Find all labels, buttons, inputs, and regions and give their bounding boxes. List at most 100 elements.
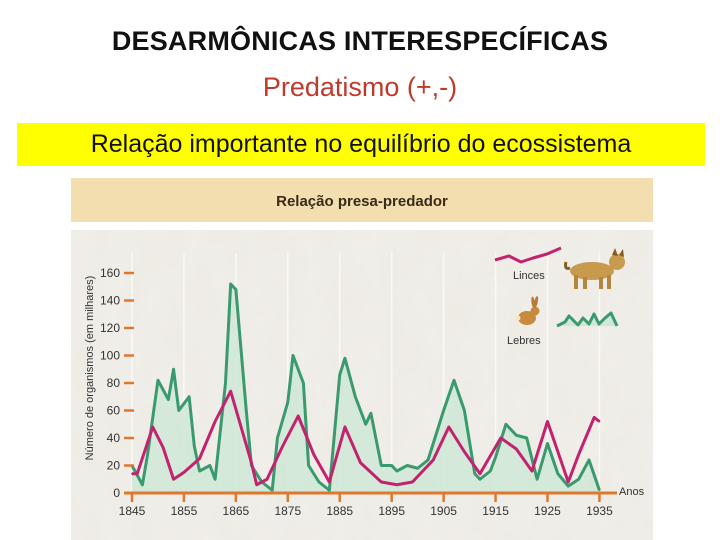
slide-title: DESARMÔNICAS INTERESPECÍFICAS [111, 26, 609, 56]
hare-icon [515, 296, 540, 325]
y-tick-label: 160 [100, 266, 120, 280]
hare-data-point [354, 395, 357, 398]
hare-data-point [364, 423, 367, 426]
lynx-data-point [447, 426, 450, 428]
hare-data-point [307, 464, 310, 467]
lynx-data-point [411, 481, 414, 483]
x-tick-label: 1885 [326, 504, 353, 518]
x-tick-label: 1935 [586, 504, 613, 518]
hare-data-point [427, 459, 429, 461]
hare-data-point [494, 456, 497, 459]
hare-data-point [141, 483, 144, 486]
lynx-data-point [172, 478, 175, 481]
y-tick-label: 0 [113, 486, 120, 500]
hare-data-point [556, 472, 559, 475]
hare-data-point [245, 409, 248, 412]
x-tick-label: 1855 [171, 504, 198, 518]
hare-data-point [338, 373, 341, 376]
legend-lynx-swatch [494, 246, 562, 264]
hare-data-point [390, 464, 393, 467]
y-tick-label: 80 [107, 376, 121, 390]
hare-data-point [193, 445, 196, 448]
hare-data-point [515, 434, 518, 437]
lynx-data-point [281, 445, 284, 448]
hare-data-point [292, 354, 294, 357]
lynx-data-point [432, 459, 435, 461]
y-tick-label: 140 [100, 294, 120, 308]
hare-data-point [214, 478, 216, 481]
lynx-data-point [297, 415, 300, 417]
lynx-data-point [229, 390, 232, 393]
hare-data-point [286, 401, 289, 404]
chart-title: Relação presa-predador [276, 193, 448, 210]
x-tick-label: 1845 [119, 504, 146, 518]
hare-series-line [130, 282, 601, 492]
y-axis-label: Número de organismos (em milhares) [84, 276, 96, 461]
legend-lynx-label: Linces [513, 270, 545, 282]
hare-data-point [344, 357, 346, 360]
hare-data-point [395, 470, 398, 472]
hare-data-point [442, 409, 445, 412]
hare-data-point [198, 470, 201, 472]
hare-data-point [525, 437, 528, 439]
chart-header-panel [71, 178, 653, 222]
hare-data-point [172, 368, 175, 371]
legend-hare-swatch [556, 311, 619, 328]
y-tick-label: 60 [107, 404, 121, 418]
plot-layer [130, 282, 601, 493]
lynx-data-point [255, 483, 258, 486]
slide-subtitle: Predatismo (+,-) [262, 72, 458, 102]
lynx-data-point [479, 472, 481, 475]
hare-data-point [302, 382, 305, 384]
lynx-data-point [183, 471, 185, 474]
hare-data-point [479, 478, 481, 481]
lynx-data-point [598, 420, 601, 423]
hare-data-point [370, 412, 372, 415]
lynx-data-point [266, 478, 268, 481]
hare-data-point [328, 489, 331, 492]
x-tick-label: 1915 [482, 504, 509, 518]
y-tick-label: 120 [100, 321, 120, 335]
lynx-data-point [162, 446, 165, 449]
lynx-data-point [344, 426, 346, 428]
legend-hare-label: Lebres [507, 335, 541, 347]
lynx-series-line [132, 389, 601, 487]
hare-data-point [209, 464, 211, 467]
hare-data-point [453, 379, 455, 382]
x-tick-label: 1865 [223, 504, 250, 518]
y-tick-label: 100 [100, 349, 120, 363]
y-tick-label: 20 [107, 459, 121, 473]
lynx-data-point [531, 470, 533, 472]
hare-data-point [406, 464, 409, 467]
lynx-data-point [593, 416, 596, 419]
x-tick-label: 1925 [534, 504, 561, 518]
hare-data-point [224, 382, 227, 384]
lynx-data-point [240, 426, 242, 428]
lynx-data-point [395, 483, 398, 486]
lynx-data-point [567, 481, 570, 483]
highlight-banner: Relação importante no equilíbrio do ecos… [17, 123, 705, 166]
lynx-data-point [577, 453, 580, 456]
hare-data-point [380, 464, 383, 467]
hare-data-point [167, 398, 170, 401]
hare-data-point [567, 485, 570, 488]
lynx-data-point [198, 457, 201, 460]
x-tick-label: 1875 [274, 504, 301, 518]
lynx-data-point [136, 472, 139, 475]
y-tick-label: 40 [107, 431, 121, 445]
hare-data-point [588, 459, 590, 461]
lynx-data-point [151, 426, 154, 428]
lynx-icon [564, 248, 625, 289]
lynx-data-point [515, 448, 518, 450]
lynx-data-point [380, 481, 383, 483]
hare-data-point [146, 453, 149, 456]
lynx-data-point [312, 453, 315, 456]
hare-data-point [276, 437, 279, 439]
axis-layer: 0 20 40 60 80 100 120 140 160 1845 1855 1865 1875 188… [100, 266, 617, 518]
chart-figure: Relação presa-predador Número de organis… [71, 178, 653, 540]
hare-data-point [463, 409, 466, 412]
x-tick-label: 1905 [430, 504, 457, 518]
lynx-data-point [546, 420, 549, 423]
hare-data-point [318, 481, 320, 483]
lynx-data-point [214, 420, 216, 423]
